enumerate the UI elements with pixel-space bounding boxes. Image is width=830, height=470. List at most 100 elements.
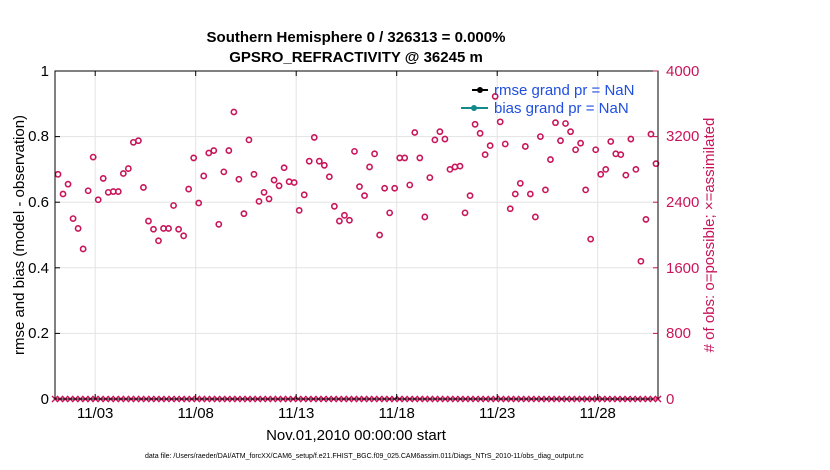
obs-possible-point (170, 202, 177, 209)
obs-possible-point (371, 150, 378, 158)
obs-possible-point (351, 147, 358, 155)
obs-possible-point (511, 190, 519, 198)
obs-possible-point (89, 153, 97, 161)
y-axis-left: 0 0.2 0.4 0.6 0.8 1 (28, 63, 60, 408)
x-axis-label: Nov.01,2010 00:00:00 start (266, 427, 447, 444)
obs-possible-point (79, 245, 87, 253)
chart-subtitle: GPSRO_REFRACTIVITY @ 36245 m (229, 49, 483, 66)
xtick-label: 11/13 (278, 405, 314, 422)
obs-possible-point (441, 135, 449, 143)
obs-possible-point (446, 165, 454, 173)
plot-area (55, 71, 658, 399)
obs-possible-point (491, 93, 499, 100)
ytick-label-right: 800 (666, 325, 691, 342)
obs-possible-point (552, 119, 559, 127)
obs-possible-point (330, 202, 338, 210)
obs-possible-point (531, 213, 539, 221)
obs-possible-point (64, 180, 72, 188)
obs-possible-point (69, 215, 77, 222)
obs-possible-point (190, 154, 198, 162)
obs-possible-point (250, 170, 258, 178)
obs-possible-point (652, 160, 660, 168)
obs-possible-point (587, 235, 595, 243)
xtick-label: 11/18 (378, 405, 414, 422)
ytick-label-left: 0.8 (28, 128, 49, 145)
plot-frame (54, 70, 659, 400)
obs-possible-point (562, 120, 569, 127)
obs-possible-point (572, 146, 579, 154)
x-axis: 11/03 11/08 11/13 11/18 11/23 11/28 (77, 71, 616, 422)
obs-possible-point (537, 133, 544, 140)
obs-possible-point (567, 128, 574, 136)
obs-possible-point (391, 184, 399, 192)
obs-possible-point (501, 140, 509, 148)
obs-possible-point (150, 225, 157, 233)
obs-possible-point (295, 206, 303, 214)
obs-possible-point (376, 231, 383, 239)
ytick-label-right: 0 (666, 391, 674, 408)
obs-possible-point (180, 232, 188, 240)
legend-bias-label: bias grand pr = NaN (494, 100, 629, 117)
obs-possible-point (411, 129, 419, 136)
obs-possible-point (476, 129, 484, 137)
ytick-label-right: 2400 (666, 194, 699, 211)
obs-possible-point (300, 191, 308, 199)
xtick-label: 11/03 (77, 405, 113, 422)
legend-rmse-marker (477, 87, 483, 93)
obs-possible-point (260, 188, 268, 196)
obs-possible-point (124, 165, 132, 172)
obs-possible-point (185, 185, 193, 193)
obs-possible-point (205, 149, 213, 157)
obs-possible-point (175, 225, 182, 233)
obs-possible-point (461, 209, 469, 217)
obs-possible-point (456, 162, 464, 170)
obs-possible-point (642, 216, 650, 223)
obs-possible-point (315, 157, 323, 165)
obs-possible-point (94, 196, 102, 204)
obs-possible-point (84, 187, 92, 195)
obs-possible-point (582, 186, 590, 194)
obs-possible-point (270, 176, 278, 184)
obs-possible-point (366, 163, 373, 171)
obs-possible-point (230, 108, 238, 116)
obs-possible-point (521, 143, 529, 150)
obs-possible-point (265, 195, 273, 203)
obs-possible-point (335, 217, 343, 225)
xtick-label: 11/28 (579, 405, 615, 422)
obs-possible-point (305, 157, 313, 165)
obs-possible-point (145, 217, 152, 225)
obs-possible-point (255, 197, 263, 205)
obs-possible-point (602, 165, 610, 173)
obs-possible-point (647, 130, 655, 138)
obs-possible-point (356, 183, 363, 191)
obs-possible-point (617, 151, 625, 159)
obs-possible-point (547, 156, 554, 163)
obs-possible-point (416, 154, 424, 162)
obs-possible-point (225, 147, 233, 154)
obs-possible-point (165, 225, 172, 232)
obs-possible-point (526, 190, 534, 198)
obs-possible-point (632, 165, 640, 173)
obs-possible-point (577, 139, 584, 147)
obs-possible-point (592, 146, 600, 154)
obs-possible-point (235, 175, 243, 183)
y-axis-label-right: # of obs: o=possible; ×=assimilated (701, 118, 718, 353)
grid (55, 70, 658, 400)
obs-possible-point (220, 168, 228, 176)
y-axis-right: 0 800 1600 2400 3200 4000 (653, 63, 699, 408)
obs-possible-point (245, 136, 253, 144)
obs-possible-point (471, 120, 479, 128)
obs-possible-point (280, 164, 288, 172)
legend-rmse-label: rmse grand pr = NaN (494, 82, 634, 99)
obs-possible-point (406, 181, 414, 189)
obs-possible-point (134, 137, 142, 145)
obs-possible-point (607, 138, 615, 145)
obs-possible-point (320, 161, 328, 169)
obs-possible-point (361, 192, 368, 200)
xtick-label: 11/23 (479, 405, 515, 422)
ytick-label-right: 3200 (666, 128, 699, 145)
obs-possible-point (466, 192, 474, 200)
obs-possible-point (516, 179, 524, 187)
obs-possible-point (114, 188, 122, 195)
